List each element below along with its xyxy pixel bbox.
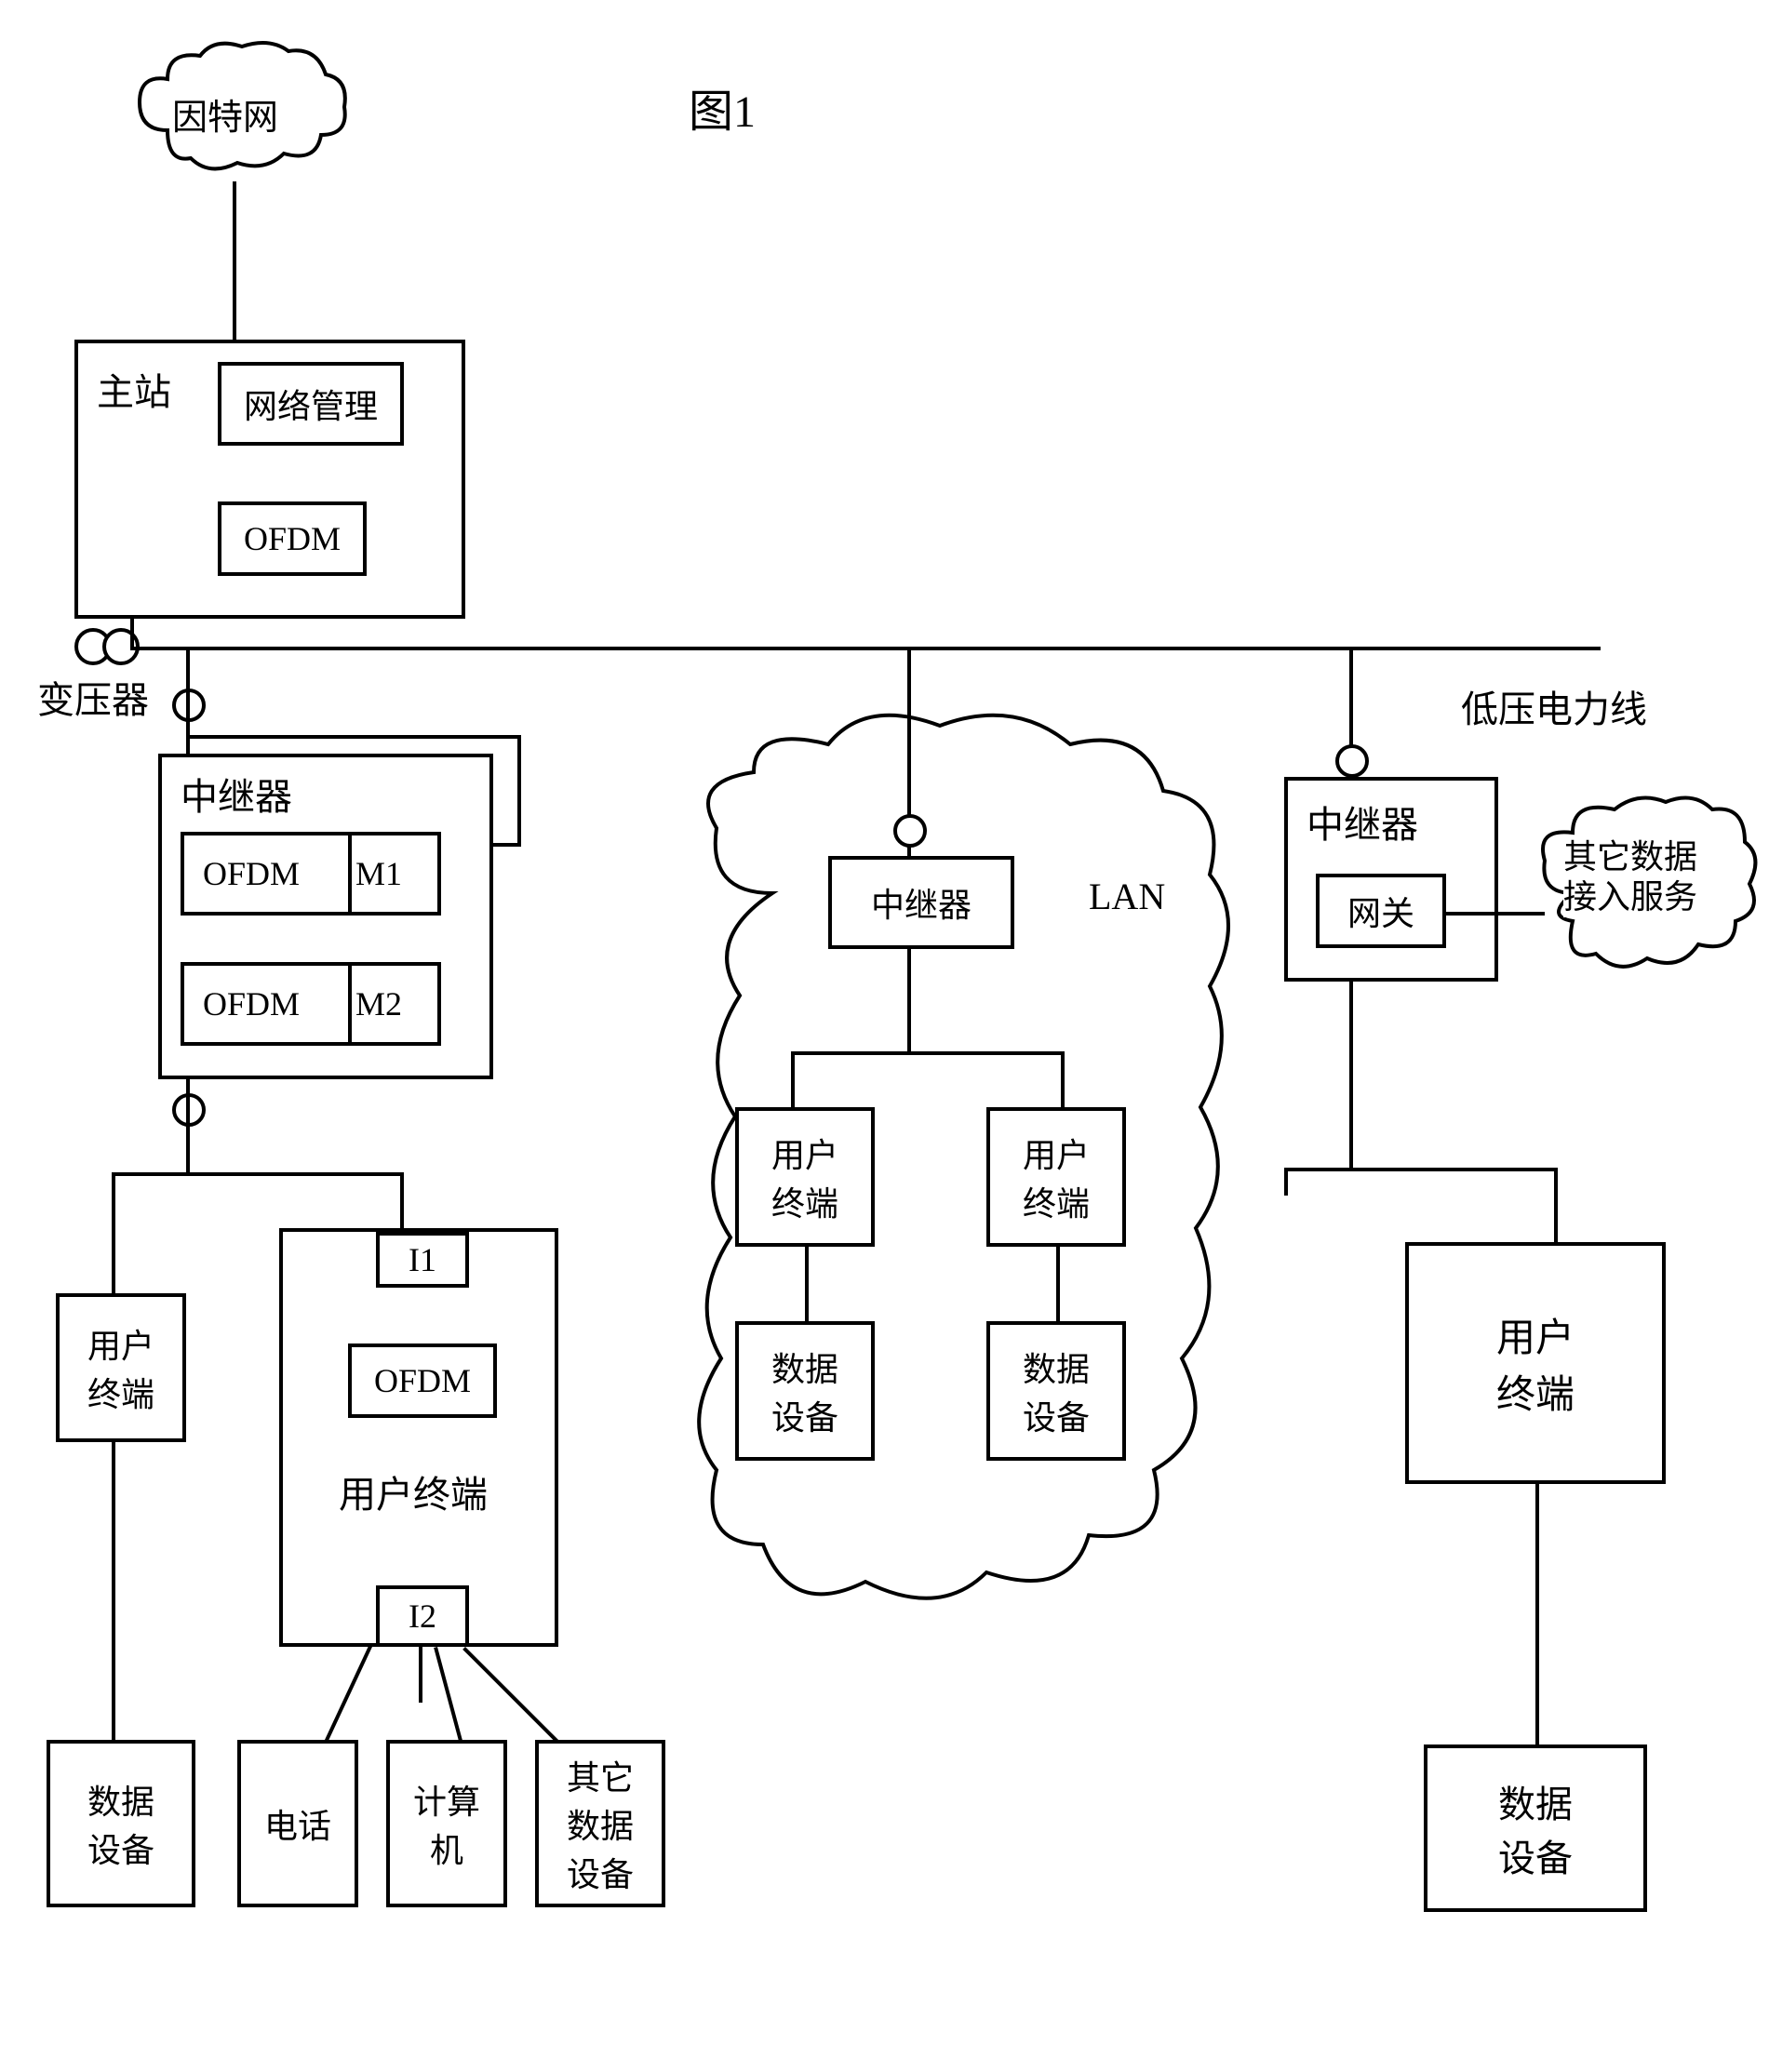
- lan-ut1: 用户 终端: [735, 1107, 875, 1247]
- repeater1-box: 中继器 OFDM M1 OFDM M2: [158, 754, 493, 1079]
- ofdm-ut-box: OFDM: [348, 1343, 497, 1418]
- line-lanrep-down: [907, 949, 911, 1051]
- line-rep1-down: [186, 1079, 190, 1172]
- line-utr-dd: [1535, 1484, 1539, 1744]
- line-i2-center: [419, 1647, 422, 1703]
- other-data-box: 其它 数据 设备: [535, 1740, 665, 1907]
- user-terminal-right: 用户 终端: [1405, 1242, 1666, 1484]
- i1-box: I1: [376, 1232, 469, 1288]
- i2-box: I2: [376, 1585, 469, 1647]
- lan-dd2: 数据 设备: [986, 1321, 1126, 1461]
- gateway-box: 网关: [1316, 874, 1446, 948]
- line-lan-ut1-dd: [805, 1247, 809, 1321]
- vline-rep3-ut: [1554, 1168, 1558, 1242]
- hline-rep1-split: [112, 1172, 400, 1176]
- computer-box: 计算 机: [386, 1740, 507, 1907]
- ofdm-m1-box: OFDM M1: [181, 832, 441, 916]
- master-station-label: 主站: [97, 362, 171, 416]
- line-lan-ut2-dd: [1056, 1247, 1060, 1321]
- other-service-label: 其它数据 接入服务: [1563, 837, 1697, 917]
- ofdm-m1-ofdm: OFDM: [203, 854, 300, 893]
- line-i2-phone: [322, 1645, 372, 1747]
- line-i2-comp: [434, 1647, 463, 1746]
- transformer-label: 变压器: [37, 670, 149, 724]
- repeater3-box: 中继器 网关: [1284, 777, 1498, 982]
- master-station-box: 主站 网络管理 OFDM: [74, 340, 465, 619]
- sep-m1: [348, 832, 352, 916]
- vline-lan-ut2: [1061, 1051, 1065, 1107]
- line-utl-down: [112, 1442, 115, 1740]
- line-gw-cloud: [1442, 912, 1545, 916]
- internet-label: 因特网: [172, 88, 278, 140]
- hline-rep3-split: [1284, 1168, 1554, 1171]
- vline-ut-left: [112, 1172, 115, 1293]
- line-bus-rep1: [186, 647, 190, 754]
- main-bus: [130, 647, 1601, 650]
- repeater-lan-box: 中继器: [828, 856, 1014, 949]
- repeater3-label: 中继器: [1307, 795, 1418, 849]
- vline-ut-right: [400, 1172, 404, 1228]
- ofdm-m2-m2: M2: [355, 984, 402, 1023]
- figure-title: 图1: [689, 74, 756, 140]
- repeater1-label: 中继器: [181, 767, 292, 821]
- sep-m2: [348, 962, 352, 1046]
- vline-lan-ut1: [791, 1051, 795, 1107]
- low-voltage-label: 低压电力线: [1461, 679, 1647, 733]
- couple-lan: [893, 814, 927, 848]
- user-terminal-left: 用户 终端: [56, 1293, 186, 1442]
- data-device-right: 数据 设备: [1424, 1744, 1647, 1912]
- ofdm-m2-box: OFDM M2: [181, 962, 441, 1046]
- net-mgmt-box: 网络管理: [218, 362, 404, 446]
- line-master-bus: [130, 619, 134, 647]
- lan-ut2: 用户 终端: [986, 1107, 1126, 1247]
- phone-box: 电话: [237, 1740, 358, 1907]
- data-device-farleft: 数据 设备: [47, 1740, 195, 1907]
- ut-big-label: 用户终端: [339, 1464, 488, 1518]
- hline-lan-split: [791, 1051, 1061, 1055]
- couple-rep3: [1335, 744, 1369, 778]
- ofdm-m2-ofdm: OFDM: [203, 984, 300, 1023]
- lan-label: LAN: [1089, 875, 1165, 918]
- ofdm-m1-m1: M1: [355, 854, 402, 893]
- lan-dd1: 数据 设备: [735, 1321, 875, 1461]
- line-rep3-down: [1349, 982, 1353, 1168]
- ofdm-master-box: OFDM: [218, 501, 367, 576]
- user-terminal-big: I1 OFDM 用户终端 I2: [279, 1228, 558, 1647]
- vline-rep3-stub: [1284, 1168, 1288, 1196]
- line-cloud-master: [233, 181, 236, 340]
